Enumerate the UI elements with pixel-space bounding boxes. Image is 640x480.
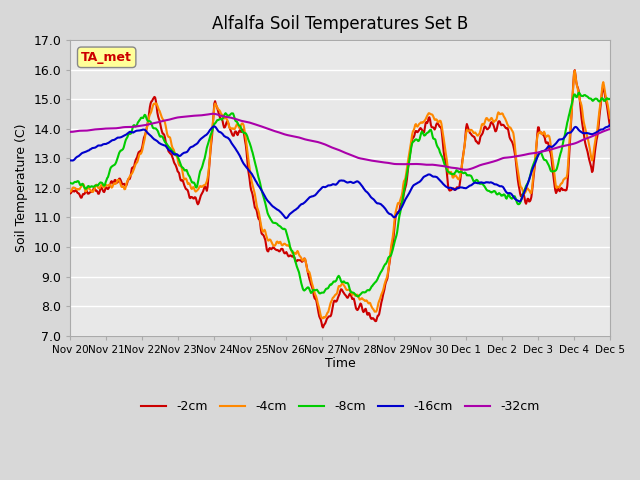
Y-axis label: Soil Temperature (C): Soil Temperature (C) [15, 124, 28, 252]
Line: -32cm: -32cm [70, 114, 610, 170]
-32cm [558, 144, 566, 149]
-32cm [438, 163, 446, 169]
-4cm [208, 128, 216, 133]
-8cm [185, 173, 193, 179]
Text: TA_met: TA_met [81, 51, 132, 64]
-2cm [185, 192, 193, 197]
-2cm [319, 324, 327, 330]
-16cm [208, 125, 216, 131]
-4cm [571, 68, 579, 73]
-32cm [461, 167, 469, 173]
Line: -16cm: -16cm [70, 125, 610, 218]
Legend: -2cm, -4cm, -8cm, -16cm, -32cm: -2cm, -4cm, -8cm, -16cm, -32cm [136, 395, 545, 418]
Title: Alfalfa Soil Temperatures Set B: Alfalfa Soil Temperatures Set B [212, 15, 468, 33]
-16cm [282, 216, 290, 221]
-2cm [208, 132, 216, 138]
-2cm [557, 185, 565, 191]
-4cm [385, 263, 393, 269]
-8cm [606, 96, 614, 102]
Line: -8cm: -8cm [70, 93, 610, 297]
-32cm [333, 146, 340, 152]
-8cm [575, 90, 583, 96]
-32cm [67, 129, 74, 135]
-2cm [385, 264, 393, 269]
-16cm [333, 181, 340, 187]
-8cm [332, 278, 340, 284]
-2cm [571, 67, 579, 73]
-16cm [606, 122, 614, 128]
-32cm [385, 160, 393, 166]
-16cm [438, 180, 446, 186]
-32cm [209, 111, 217, 117]
-2cm [438, 132, 446, 138]
-16cm [385, 211, 393, 216]
-4cm [438, 126, 446, 132]
-32cm [208, 111, 216, 117]
-2cm [333, 299, 340, 304]
-2cm [67, 191, 74, 196]
-8cm [438, 154, 446, 159]
-16cm [67, 157, 74, 163]
-16cm [557, 136, 565, 142]
-4cm [606, 115, 614, 121]
-4cm [319, 315, 326, 321]
-4cm [557, 180, 565, 186]
-4cm [185, 180, 193, 186]
-8cm [385, 254, 393, 260]
-2cm [606, 123, 614, 129]
-8cm [67, 180, 74, 186]
-32cm [185, 113, 193, 119]
-8cm [355, 294, 362, 300]
-32cm [606, 126, 614, 132]
Line: -2cm: -2cm [70, 70, 610, 327]
-4cm [333, 291, 340, 297]
-8cm [208, 129, 216, 134]
-16cm [185, 146, 193, 152]
-8cm [557, 148, 565, 154]
Line: -4cm: -4cm [70, 71, 610, 318]
-4cm [67, 189, 74, 194]
X-axis label: Time: Time [325, 358, 356, 371]
